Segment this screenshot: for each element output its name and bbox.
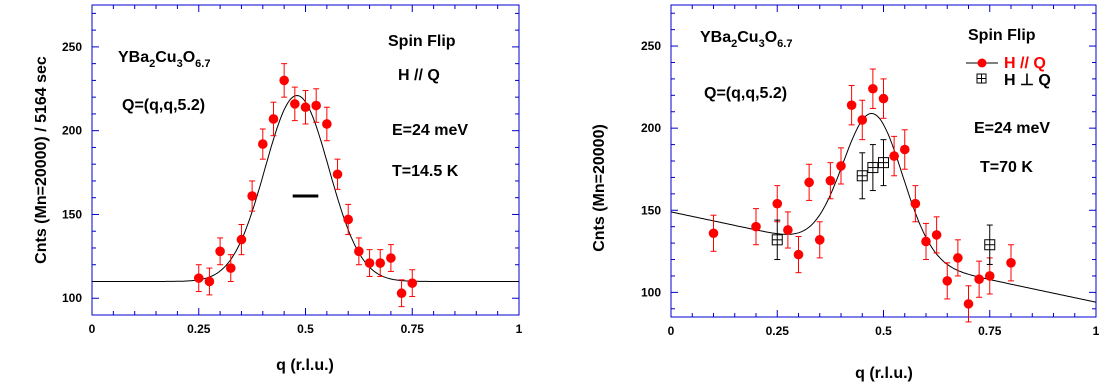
data-point [1006,258,1016,268]
x-tick-label: 1 [516,322,523,336]
data-point [407,278,418,288]
data-point [236,234,247,245]
data-point [290,99,300,109]
data-point [878,93,889,104]
x-tick-label: 0.25 [187,322,211,336]
left-q-vector-label: Q=(q,q,5.2) [122,97,205,114]
data-point [225,263,236,273]
y-tick-label: 200 [62,124,82,138]
data-point [889,151,899,161]
data-point [751,221,761,232]
x-tick-label: 0.5 [297,322,314,336]
data-point [364,258,375,268]
y-tick-label: 100 [641,285,661,299]
legend-filled-circle-marker [977,58,987,68]
legend-entry-h-parallel-q: H // Q [1004,55,1046,72]
y-tick-label: 200 [641,121,661,135]
data-point [279,75,289,86]
data-point [825,175,836,186]
data-point [772,198,783,209]
y-tick-label: 250 [62,40,82,54]
data-point [836,161,846,171]
x-tick-label: 1 [1093,324,1099,338]
right-energy-label: E=24 meV [974,120,1050,137]
data-point [857,115,868,125]
data-point [247,191,257,201]
x-tick-label: 0.5 [875,324,892,338]
x-tick-label: 0.75 [978,324,1002,338]
right-panel: 0 0.25 0.5 0.75 1 100 150 200 250 q (r.l.u.) Cnt… [591,4,1099,382]
left-mode-label: Spin Flip [388,33,456,50]
data-point [204,276,215,287]
x-tick-label: 0.25 [766,324,790,338]
y-tick-label: 100 [62,291,82,305]
data-point [215,246,225,257]
data-point [910,198,921,209]
right-legend: H // Q H ⊥ Q [966,55,1051,89]
data-point [300,102,311,113]
data-point [386,253,396,263]
left-field-label: H // Q [398,67,440,84]
right-temperature-label: T=70 K [980,159,1033,176]
data-point [396,288,407,299]
data-point [953,253,963,263]
data-point [343,214,354,225]
data-point [974,274,984,285]
data-point [931,230,942,240]
data-point [814,235,825,245]
x-tick-label: 0 [668,324,675,338]
right-compound-label: YBa2Cu3O6.7 [700,29,792,50]
data-point [984,271,995,281]
right-fit-curve [670,113,1097,303]
data-point [268,114,279,124]
left-x-axis-label: q (r.l.u.) [276,357,334,374]
left-y-axis-label: Cnts (Mn=20000) / 5164 sec [33,56,50,264]
data-point [899,144,910,155]
left-compound-label: YBa2Cu3O6.7 [118,49,210,70]
data-point [708,228,719,239]
x-tick-label: 0 [89,322,96,336]
y-tick-label: 150 [62,207,82,221]
data-point [354,246,364,257]
y-tick-label: 150 [641,203,661,217]
data-point [332,169,343,180]
data-point [258,139,268,149]
left-energy-label: E=24 meV [392,122,468,139]
right-y-axis-label: Cnts (Mn=20000) [591,124,608,252]
x-tick-label: 0.75 [401,322,425,336]
y-tick-label: 250 [641,39,661,53]
data-point [963,299,974,309]
legend-entry-h-perp-q: H ⊥ Q [1004,72,1051,89]
data-point [193,273,204,283]
data-point [793,249,804,260]
data-point [868,83,878,94]
data-point [846,100,857,110]
data-point [783,225,793,235]
left-panel: 0 0.25 0.5 0.75 1 100 150 200 250 q (r.l.u.) Cnt… [33,4,523,374]
data-point [921,236,931,247]
data-point [804,177,814,188]
data-point [311,100,321,111]
data-point [375,258,386,268]
left-temperature-label: T=14.5 K [392,163,459,180]
data-point [322,119,332,129]
right-mode-label: Spin Flip [968,27,1036,44]
right-x-axis-label: q (r.l.u.) [855,365,913,382]
right-q-vector-label: Q=(q,q,5.2) [704,85,787,102]
data-point [942,276,953,286]
